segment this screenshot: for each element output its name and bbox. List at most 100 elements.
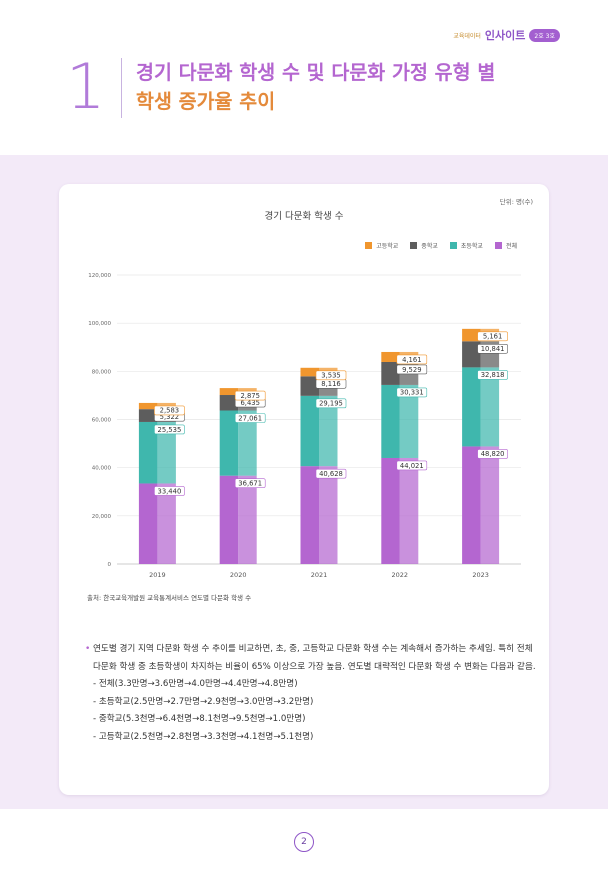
- stacked-bar-chart: 0 20,000 40,000 60,000 80,000 100,000 120,000 3…: [88, 273, 521, 579]
- legend-item-middle: 중학교: [410, 241, 438, 250]
- x-tick-label: 2022: [392, 571, 409, 579]
- data-label-box: [396, 354, 428, 365]
- legend-swatch-middle: [410, 242, 418, 249]
- data-label: 29,195: [319, 400, 343, 408]
- legend-swatch-high: [365, 242, 373, 249]
- legend-swatch-total: [494, 242, 502, 249]
- bar-segment: [480, 367, 500, 447]
- chart-title: 경기 다문화 학생 수: [264, 211, 344, 222]
- data-label: 2,875: [240, 392, 259, 400]
- brand: 교육데이터 인사이트 2호 3호: [453, 27, 560, 43]
- chapter-title-line2: 학생 증가율 추이: [136, 90, 276, 113]
- bar-segment: [157, 421, 176, 484]
- data-label: 32,818: [481, 371, 505, 379]
- bar-segment: [138, 483, 158, 564]
- legend-label-total: 전체: [505, 243, 517, 250]
- data-label: 5,161: [483, 333, 502, 341]
- chapter-number: 1: [66, 50, 106, 123]
- figure-card: 단위: 명(수) 경기 다문화 학생 수 고등학교 중학교 초등학교 전체 0 2…: [59, 184, 549, 795]
- issue-badge: 2호 3호: [529, 28, 560, 42]
- data-label: 9,529: [402, 366, 421, 374]
- bar-segment: [381, 457, 400, 564]
- bar-segment: [238, 410, 257, 476]
- notes: • 연도별 경기 지역 다문화 학생 수 추이를 비교하면, 초, 중, 고등학…: [85, 641, 540, 746]
- page-number: 2: [294, 832, 314, 852]
- figure-source: 출처: 한국교육개발원 교육통계서비스 연도별 다문화 학생 수: [87, 594, 252, 602]
- bar-segment: [300, 466, 319, 564]
- legend-item-elementary: 초등학교: [449, 241, 483, 250]
- notes-item-high: - 고등학교(2.5천명→2.8천명→3.3천명→4.1천명→5.1천명): [93, 731, 314, 742]
- y-tick-label: 40,000: [92, 466, 112, 472]
- y-tick-label: 120,000: [88, 273, 111, 279]
- bar-segment: [138, 409, 158, 422]
- bar-segment: [300, 376, 319, 396]
- unit-label: 단위: 명(수): [499, 198, 533, 206]
- x-tick-label: 2023: [472, 571, 489, 579]
- legend-label-high: 고등학교: [376, 243, 399, 250]
- data-label: 36,671: [238, 479, 262, 487]
- data-label-box: [396, 387, 428, 398]
- notes-item-elementary: - 초등학교(2.5만명→2.7만명→2.9천명→3.0만명→3.2만명): [93, 696, 314, 707]
- data-label: 30,331: [400, 389, 424, 397]
- bar-segment: [319, 395, 338, 467]
- brand-sub: 교육데이터: [453, 32, 481, 40]
- bar-segment: [300, 367, 319, 377]
- bar-segment: [219, 475, 239, 564]
- bar-segment: [399, 384, 419, 458]
- bar-segment: [381, 361, 400, 385]
- data-label-box: [477, 331, 508, 342]
- y-tick-label: 80,000: [92, 369, 112, 375]
- bar-segment: [399, 457, 419, 564]
- data-label: 33,440: [158, 487, 182, 495]
- bar-segment: [462, 328, 481, 342]
- data-label: 10,841: [481, 345, 505, 353]
- bar-segment: [219, 410, 239, 476]
- bar-segment: [219, 395, 239, 411]
- legend-item-high: 고등학교: [365, 241, 398, 250]
- legend-label-elementary: 초등학교: [460, 243, 483, 250]
- chapter-divider: [121, 58, 122, 118]
- brand-title: 인사이트: [484, 29, 526, 42]
- bar-segment: [138, 402, 158, 410]
- data-label-box: [477, 370, 508, 380]
- y-tick-label: 0: [108, 562, 112, 568]
- legend-swatch-elementary: [449, 242, 457, 249]
- x-tick-label: 2020: [230, 571, 247, 579]
- notes-paragraph: 연도별 경기 지역 다문화 학생 수 추이를 비교하면, 초, 중, 고등학교 …: [93, 644, 536, 672]
- chapter-title: 경기 다문화 학생 수 및 다문화 가정 유형 별 학생 증가율 추이: [136, 58, 495, 116]
- data-label-box: [315, 370, 347, 381]
- x-tick-label: 2019: [149, 571, 166, 579]
- bullet-icon: •: [85, 644, 91, 654]
- data-label: 27,061: [238, 414, 262, 422]
- legend-label-middle: 중학교: [421, 243, 438, 250]
- x-tick-label: 2021: [311, 571, 328, 579]
- data-label: 3,535: [321, 372, 340, 380]
- data-label-box: [477, 343, 508, 354]
- data-label-box: [154, 424, 185, 435]
- data-label-box: [315, 398, 347, 409]
- data-label: 6,435: [240, 399, 259, 407]
- data-label-box: [234, 390, 266, 401]
- y-tick-label: 20,000: [92, 514, 112, 520]
- notes-item-middle: - 중학교(5.3천명→6.4천명→8.1천명→9.5천명→1.0만명): [93, 714, 306, 724]
- data-label-box: [234, 478, 266, 488]
- notes-paragraph-block: • 연도별 경기 지역 다문화 학생 수 추이를 비교하면, 초, 중, 고등학…: [85, 641, 540, 676]
- y-tick-label: 60,000: [92, 418, 112, 424]
- data-label: 5,322: [160, 413, 179, 421]
- bar-segment: [462, 446, 481, 564]
- data-label-box: [234, 413, 266, 423]
- bar-segment: [319, 466, 338, 564]
- bar-segment: [300, 395, 319, 467]
- data-label: 25,535: [158, 426, 182, 434]
- bar-segment: [462, 367, 481, 447]
- data-label-box: [477, 449, 508, 459]
- data-label: 4,161: [402, 356, 421, 364]
- bar-segment: [381, 351, 400, 362]
- bar-segment: [157, 483, 176, 564]
- data-label-box: [396, 364, 428, 375]
- bar-segment: [480, 446, 500, 564]
- data-label: 8,116: [321, 380, 340, 388]
- notes-item-total: - 전체(3.3만명→3.6만명→4.0만명→4.4만명→4.8만명): [93, 679, 298, 689]
- y-tick-label: 100,000: [88, 321, 111, 327]
- data-label: 44,021: [400, 462, 424, 470]
